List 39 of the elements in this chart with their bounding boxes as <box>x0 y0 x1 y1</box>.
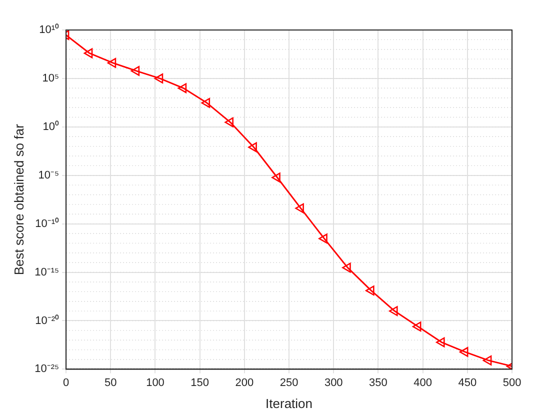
x-tick-label: 150 <box>190 376 210 389</box>
y-tick-label: 10⁰ <box>42 120 60 133</box>
y-axis-title: Best score obtained so far <box>11 123 26 276</box>
point <box>342 262 351 273</box>
point <box>201 98 210 108</box>
x-axis-title: Iteration <box>266 396 313 411</box>
x-tick-label: 200 <box>235 376 254 389</box>
x-tick-label: 100 <box>146 376 164 389</box>
point <box>178 83 187 94</box>
y-tick-label: 10⁻²⁵ <box>34 363 60 376</box>
x-tick-label: 450 <box>458 376 477 389</box>
y-tick-label: 10⁻¹⁵ <box>34 266 60 278</box>
point <box>248 142 257 152</box>
y-tick-label: 10⁻¹⁰ <box>35 216 60 230</box>
point <box>272 172 280 182</box>
point <box>224 117 234 128</box>
point <box>107 58 116 68</box>
point <box>459 346 468 357</box>
y-tick-label: 10⁻²⁰ <box>35 314 60 327</box>
x-tick-label: 0 <box>62 376 70 389</box>
point <box>130 66 140 76</box>
y-tick-label: 10¹⁰ <box>39 23 60 36</box>
x-tick-label: 300 <box>324 376 343 389</box>
x-tick-label: 350 <box>369 376 388 389</box>
point <box>84 48 93 58</box>
y-tick-label: 10⁵ <box>42 72 60 84</box>
point <box>482 355 492 366</box>
point <box>318 234 328 244</box>
point <box>412 322 422 332</box>
point <box>154 73 164 84</box>
x-tick-label: 50 <box>104 376 117 389</box>
x-tick-label: 250 <box>280 376 298 389</box>
y-tick-label: 10⁻⁵ <box>38 169 60 182</box>
point <box>366 286 374 296</box>
point <box>295 203 304 214</box>
point <box>388 306 398 316</box>
x-tick-label: 500 <box>502 376 522 389</box>
point <box>436 337 445 348</box>
x-tick-label: 400 <box>414 376 432 389</box>
